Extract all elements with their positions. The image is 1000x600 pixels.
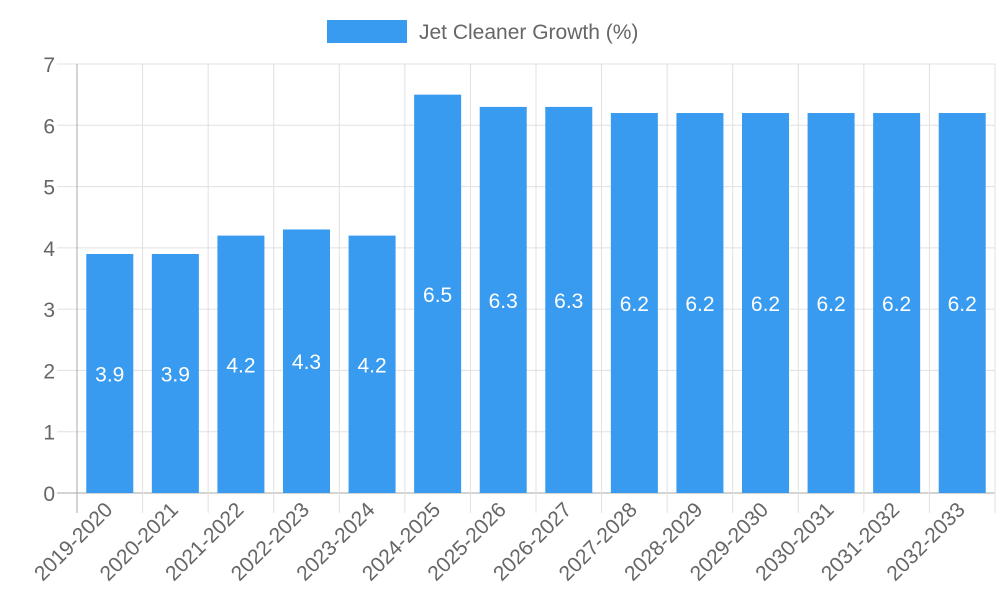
bar[interactable]	[807, 113, 855, 494]
bar-value-label: 6.5	[423, 284, 452, 307]
bars: 3.9 3.9 4.2 4.3 4.2 6.5 6.3 6.3 6.2 6.2 6.2 6.2 6.2 6…	[86, 94, 986, 494]
bar[interactable]	[283, 229, 330, 493]
y-tick-label: 7	[43, 54, 55, 77]
bar[interactable]	[938, 113, 986, 494]
bar[interactable]	[676, 113, 724, 494]
bar-value-label: 6.2	[685, 293, 714, 316]
bar[interactable]	[873, 113, 921, 494]
bar[interactable]	[414, 94, 462, 494]
y-tick-label: 4	[43, 238, 55, 261]
bar-value-label: 6.2	[882, 293, 911, 316]
bar-value-label: 4.3	[292, 351, 321, 374]
bar-value-label: 6.2	[816, 293, 845, 316]
y-tick-label: 1	[43, 422, 55, 445]
y-tick-label: 3	[43, 299, 55, 322]
y-tick-label: 2	[43, 360, 55, 383]
bar-value-label: 3.9	[161, 363, 190, 386]
legend-swatch	[327, 20, 407, 43]
bar-value-label: 3.9	[95, 363, 124, 386]
bar[interactable]	[545, 106, 593, 494]
bar[interactable]	[151, 253, 199, 493]
bar[interactable]	[610, 113, 658, 494]
bar-value-label: 4.2	[226, 354, 255, 377]
legend[interactable]: Jet Cleaner Growth (%)	[327, 20, 638, 44]
bar-value-label: 4.2	[357, 354, 386, 377]
bar-value-label: 6.2	[751, 293, 780, 316]
bar-value-label: 6.3	[489, 290, 518, 313]
bar-value-label: 6.2	[620, 293, 649, 316]
y-tick-label: 6	[43, 115, 55, 138]
bar[interactable]	[348, 235, 396, 493]
bar[interactable]	[86, 253, 134, 493]
bar-value-label: 6.2	[948, 293, 977, 316]
bar[interactable]	[742, 113, 789, 494]
bar[interactable]	[479, 106, 527, 494]
legend-label: Jet Cleaner Growth (%)	[419, 21, 638, 44]
bar[interactable]	[217, 235, 265, 493]
bar-value-label: 6.3	[554, 290, 583, 313]
y-tick-label: 5	[43, 177, 55, 200]
y-tick-label: 0	[43, 483, 55, 506]
